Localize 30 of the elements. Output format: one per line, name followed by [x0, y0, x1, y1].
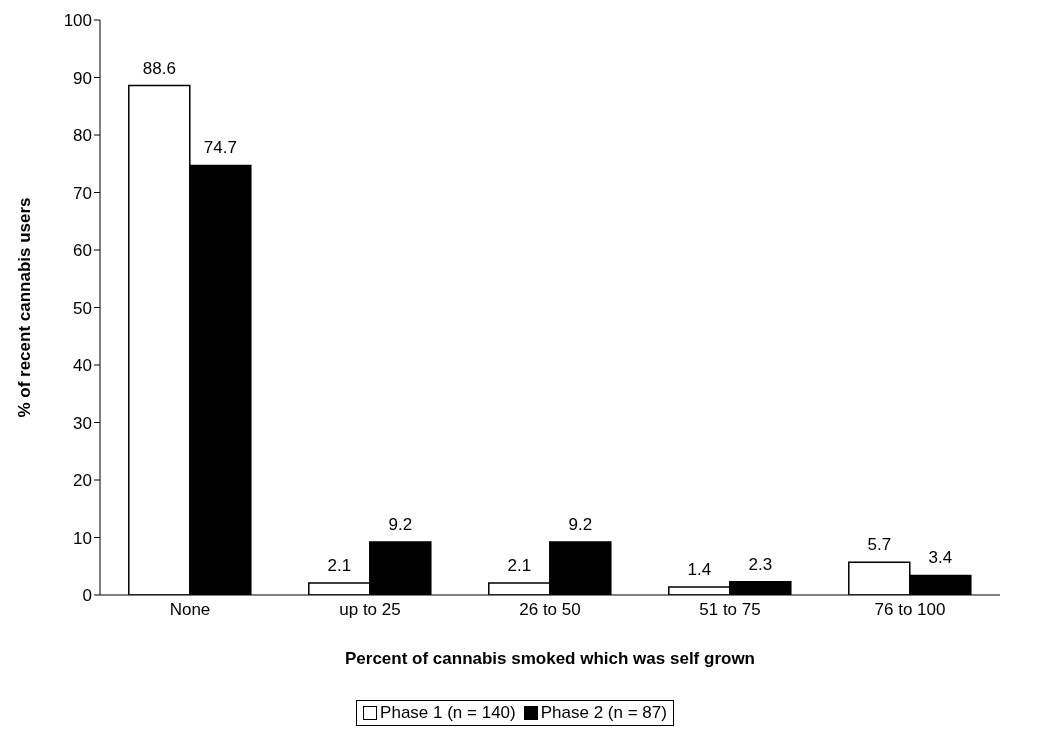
data-label: 9.2	[388, 515, 413, 535]
x-tick-label: None	[169, 600, 211, 620]
y-tick-label: 10	[73, 528, 92, 548]
y-tick-label: 20	[73, 471, 92, 491]
data-label: 9.2	[568, 515, 593, 535]
data-label: 2.1	[327, 555, 352, 575]
data-label: 2.3	[748, 554, 773, 574]
x-tick-label: up to 25	[339, 600, 401, 620]
y-tick-label: 80	[73, 126, 92, 146]
x-tick-label: 51 to 75	[699, 600, 761, 620]
y-tick-label: 60	[73, 241, 92, 261]
y-tick-label: 0	[82, 586, 92, 606]
data-label: 3.4	[928, 548, 953, 568]
legend-label: Phase 1 (n = 140)	[379, 703, 516, 723]
y-tick-label: 40	[73, 356, 92, 376]
legend-label: Phase 2 (n = 87)	[539, 703, 667, 723]
data-label: 2.1	[507, 555, 532, 575]
y-axis-title: % of recent cannabis users	[15, 197, 35, 418]
y-tick-label: 100	[63, 11, 92, 31]
data-label: 74.7	[203, 138, 237, 158]
y-tick-label: 30	[73, 413, 92, 433]
y-tick-label: 50	[73, 298, 92, 318]
data-label: 1.4	[687, 559, 712, 579]
y-tick-label: 90	[73, 68, 92, 88]
data-label: 5.7	[867, 535, 892, 555]
x-tick-label: 76 to 100	[874, 600, 946, 620]
y-tick-label: 70	[73, 183, 92, 203]
x-tick-label: 26 to 50	[519, 600, 581, 620]
data-label: 88.6	[142, 58, 176, 78]
x-axis-title: Percent of cannabis smoked which was self grown	[344, 649, 756, 668]
